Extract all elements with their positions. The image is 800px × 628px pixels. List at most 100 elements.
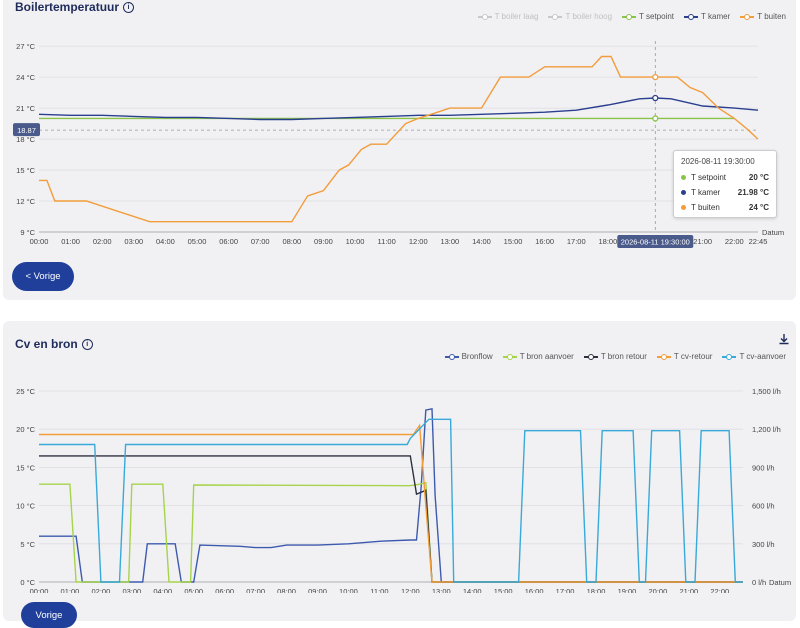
previous-button-2[interactable]: Vorige	[21, 602, 77, 628]
y-tick-label-left: 10 °C	[16, 502, 35, 511]
chart1-legend-item[interactable]: T kamer	[684, 12, 730, 21]
chart2-legend-item[interactable]: T cv-aanvoer	[722, 352, 786, 361]
cv-source-chart: 0 °C 0 l/h 5 °C 300 l/h 10 °C 600 l/h 15 °C 900…	[16, 387, 791, 593]
x-tick-label: 18:00	[598, 237, 617, 246]
tooltip-row-kamer: T kamer 21.98 °C	[681, 188, 769, 197]
crosshair-x-value: 2026-08-11 19:30:00	[621, 238, 690, 247]
legend-line-icon	[740, 13, 755, 21]
x-tick-label: 15:00	[504, 237, 523, 246]
boiler-chart-legend: T boiler laag T boiler hoog T setpoint T ka…	[477, 12, 786, 21]
chart1-legend-item[interactable]: T boiler laag	[477, 12, 539, 21]
y-tick-label-left: 25 °C	[16, 387, 35, 396]
series-line-t-cv-aanvoer	[39, 418, 743, 583]
y-tick-label-left: 15 °C	[16, 463, 35, 472]
boiler-temperature-card: Boilertemperatuur i T boiler laag T boile…	[3, 0, 796, 300]
x-tick-label: 00:00	[30, 237, 49, 246]
x-tick-label: 07:00	[251, 237, 270, 246]
legend-label: T boiler laag	[494, 12, 539, 21]
cv-chart-title-wrap: Cv en bron i	[15, 337, 93, 351]
x-tick-label: 16:00	[535, 237, 554, 246]
boiler-chart-title-wrap: Boilertemperatuur i	[15, 0, 135, 14]
x-tick-label: 07:00	[246, 587, 265, 593]
tooltip-row-value: 24 °C	[748, 203, 769, 212]
chart2-legend-item[interactable]: T cv-retour	[656, 352, 713, 361]
info-icon[interactable]: i	[81, 338, 93, 350]
x-tick-label: 11:00	[378, 237, 396, 246]
legend-label: T cv-retour	[673, 352, 713, 361]
y-tick-label-left: 20 °C	[16, 425, 35, 434]
y-tick-label: 21 °C	[16, 104, 35, 113]
chart1-legend-item[interactable]: T setpoint	[622, 12, 674, 21]
x-tick-label: 17:00	[556, 587, 575, 593]
y-tick-label: 15 °C	[16, 166, 35, 175]
x-tick-label: 22:00	[725, 237, 744, 246]
x-tick-label: 02:00	[91, 587, 110, 593]
x-tick-label: 14:00	[463, 587, 482, 593]
series-line-t-bron-aanvoer	[39, 481, 743, 583]
legend-line-icon	[684, 13, 699, 21]
previous-button[interactable]: < Vorige	[12, 262, 74, 291]
kamer-dot-icon	[681, 190, 686, 195]
cv-source-card: Cv en bron i Bronflow T bron aanvoer T bro…	[3, 321, 796, 628]
x-tick-label: 19:00	[618, 587, 637, 593]
x-axis-label: Datum	[762, 228, 784, 237]
x-tick-label: 09:00	[308, 587, 327, 593]
boiler-temperature-chart: 9 °C 12 °C 15 °C 18 °C 21 °C 24 °C 27 °C 00:00 0…	[13, 41, 784, 248]
crosshair-y-badge	[13, 123, 40, 137]
tooltip-row-label: T buiten	[691, 203, 720, 212]
legend-line-icon	[548, 13, 563, 21]
buiten-dot-icon	[681, 205, 686, 210]
x-tick-label: 22:00	[710, 587, 729, 593]
legend-label: T bron retour	[600, 352, 647, 361]
legend-label: Bronflow	[461, 352, 493, 361]
y-tick-label-right: 300 l/h	[752, 540, 775, 549]
legend-line-icon	[656, 353, 671, 361]
legend-label: T cv-aanvoer	[739, 352, 786, 361]
download-icon[interactable]	[778, 333, 790, 345]
tooltip-row-buiten: T buiten 24 °C	[681, 203, 769, 212]
x-tick-label: 21:00	[679, 587, 698, 593]
legend-line-icon	[622, 13, 637, 21]
y-tick-label: 12 °C	[16, 197, 35, 206]
legend-line-icon	[722, 353, 737, 361]
y-tick-label-left: 5 °C	[20, 540, 35, 549]
x-tick-label: 04:00	[153, 587, 172, 593]
x-tick-label: 13:00	[432, 587, 451, 593]
y-tick-label-right: 0 l/h	[752, 578, 766, 587]
legend-line-icon	[444, 353, 459, 361]
chart2-legend-item[interactable]: T bron aanvoer	[502, 352, 574, 361]
legend-label: T buiten	[757, 12, 786, 21]
tooltip-row-value: 21.98 °C	[737, 188, 769, 197]
tooltip-row-label: T setpoint	[691, 173, 726, 182]
y-tick-label-right: 1,200 l/h	[752, 425, 781, 434]
x-tick-label: 09:00	[314, 237, 333, 246]
x-axis-label: Datum	[769, 578, 791, 587]
x-tick-label: 13:00	[440, 237, 459, 246]
chart1-legend-item[interactable]: T buiten	[740, 12, 786, 21]
x-tick-label: 06:00	[219, 237, 238, 246]
x-tick-label: 10:00	[339, 587, 358, 593]
info-icon[interactable]: i	[123, 1, 135, 13]
x-tick-label: 22:45	[749, 237, 768, 246]
hover-marker	[652, 115, 659, 122]
series-line-t-buiten	[39, 55, 759, 223]
crosshair-x-badge	[617, 235, 694, 248]
chart2-legend-item[interactable]: T bron retour	[583, 352, 647, 361]
x-tick-label: 05:00	[188, 237, 207, 246]
cv-chart-title: Cv en bron	[15, 337, 78, 351]
x-tick-label: 17:00	[567, 237, 586, 246]
y-tick-label-right: 600 l/h	[752, 502, 775, 511]
tooltip-row-label: T kamer	[691, 188, 721, 197]
legend-line-icon	[502, 353, 517, 361]
chart1-legend-item[interactable]: T boiler hoog	[548, 12, 612, 21]
series-line-t-kamer	[38, 97, 759, 121]
boiler-chart-title: Boilertemperatuur	[15, 0, 120, 14]
x-tick-label: 01:00	[61, 237, 80, 246]
y-tick-label: 9 °C	[20, 228, 35, 237]
setpoint-dot-icon	[681, 175, 686, 180]
chart-tooltip: 2026-08-11 19:30:00 T setpoint 20 °C T k…	[673, 150, 777, 218]
y-tick-label: 24 °C	[16, 73, 35, 82]
legend-label: T setpoint	[639, 12, 675, 21]
chart2-legend-item[interactable]: Bronflow	[444, 352, 493, 361]
x-tick-label: 15:00	[494, 587, 513, 593]
